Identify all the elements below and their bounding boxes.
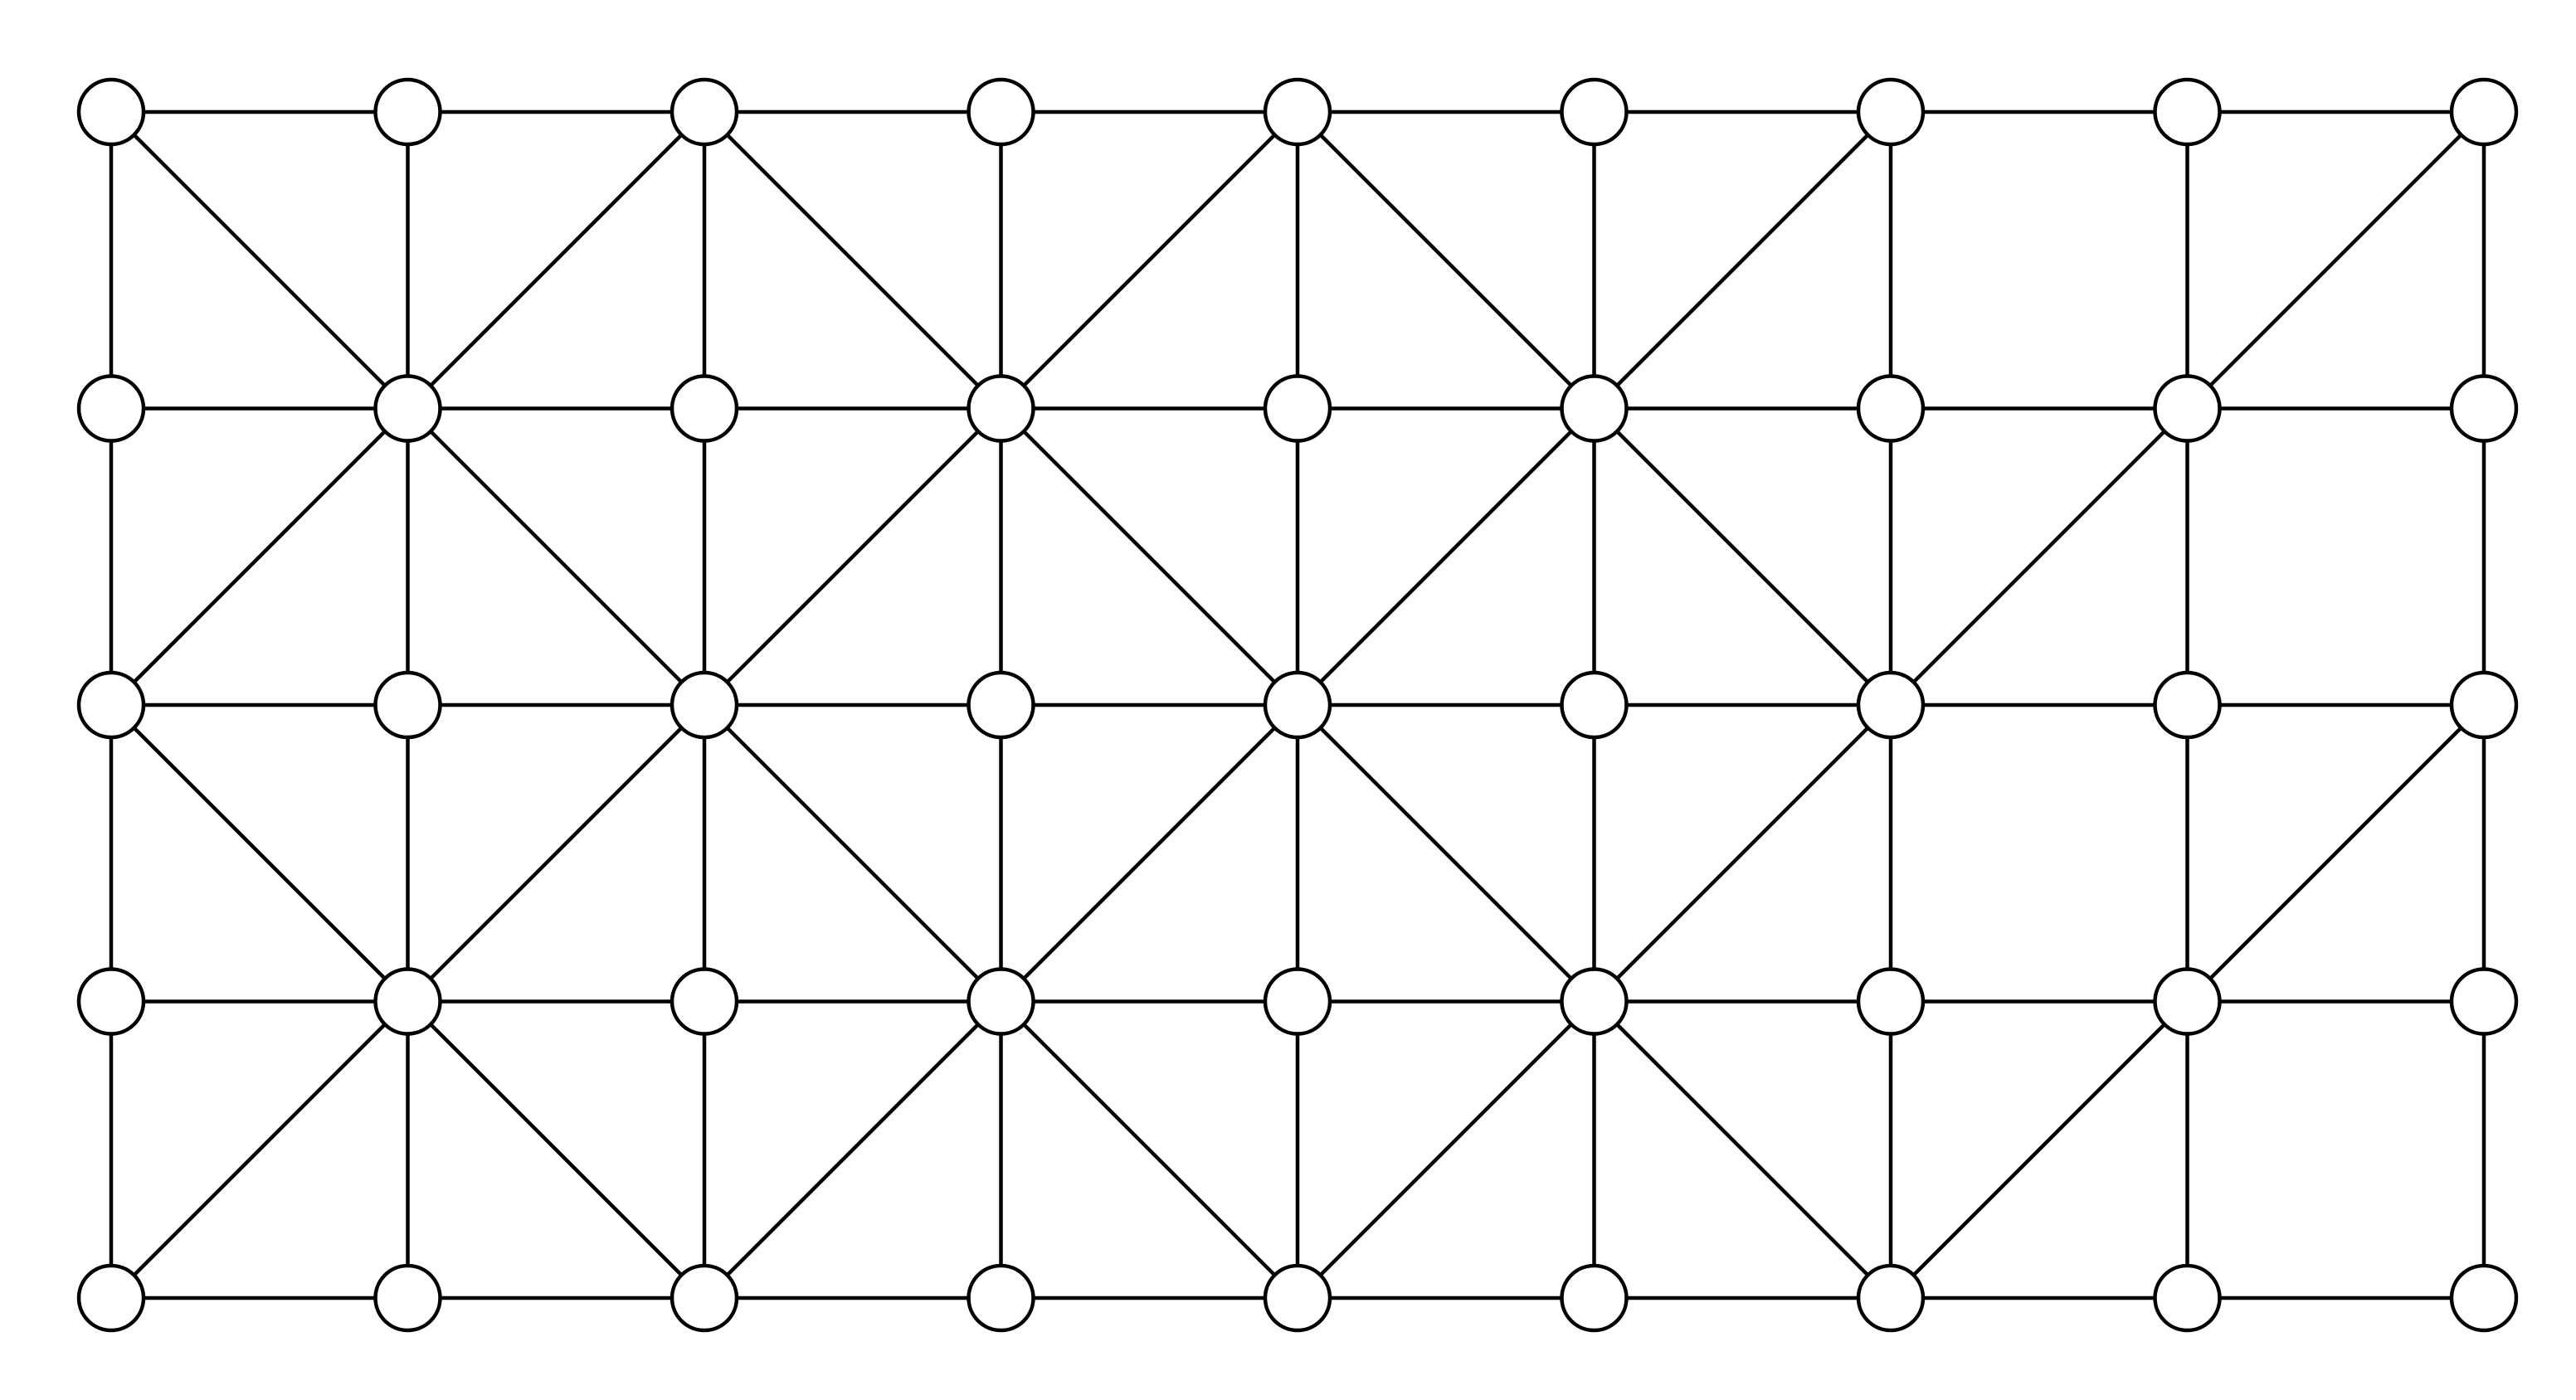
graph-node [1858,1266,1923,1330]
graph-node [79,377,144,441]
graph-node [1265,673,1330,737]
graph-node [969,970,1034,1034]
graph-node [1265,1266,1330,1330]
edge-diagonal [1001,705,1298,1002]
edge-diagonal [1298,1002,1595,1299]
graph-node [969,80,1034,144]
graph-node [1858,970,1923,1034]
graph-node [376,80,441,144]
graph-node [969,377,1034,441]
graph-node [2155,1266,2220,1330]
graph-node [376,377,441,441]
graph-node [376,970,441,1034]
graph-node [1562,673,1627,737]
graph-node [672,80,737,144]
graph-node [2452,673,2516,737]
edge-diagonal [111,409,408,706]
graph-node [376,673,441,737]
graph-node [1265,80,1330,144]
graph-node [2452,80,2516,144]
graph-node [2452,1266,2516,1330]
edge-diagonal [111,112,408,409]
edge-diagonal [1001,409,1298,706]
edge-diagonal [1595,1002,1892,1299]
edge-diagonal [408,705,705,1002]
edge-diagonal [111,705,408,1002]
graph-node [1858,377,1923,441]
edge-diagonal [1595,409,1892,706]
graph-node [79,673,144,737]
graph-node [2155,377,2220,441]
edge-diagonal [1001,112,1298,409]
edge-diagonal [704,409,1001,706]
edge-diagonal [111,1002,408,1299]
edge-diagonal [2188,705,2485,1002]
graph-node [1562,80,1627,144]
graph-node [2452,377,2516,441]
graph-node [1858,673,1923,737]
graph-node [376,1266,441,1330]
edge-diagonal [1298,705,1595,1002]
edge-diagonal [1891,1002,2188,1299]
graph-node [79,970,144,1034]
graph-node [2155,673,2220,737]
edge-diagonal [704,705,1001,1002]
edge-diagonal [1891,409,2188,706]
edge-diagonal [1595,112,1892,409]
edge-diagonal [1298,112,1595,409]
graph-node [1858,80,1923,144]
graph-node [1562,377,1627,441]
edge-diagonal [2188,112,2485,409]
graph-node [2155,970,2220,1034]
graph-node [672,673,737,737]
graph-node [969,673,1034,737]
edge-diagonal [704,112,1001,409]
edge-diagonal [1298,409,1595,706]
graph-node [79,1266,144,1330]
graph-node [969,1266,1034,1330]
graph-node [79,80,144,144]
graph-node [2155,80,2220,144]
graph-node [1265,970,1330,1034]
graph-node [1265,377,1330,441]
graph-node [1562,1266,1627,1330]
edge-diagonal [408,409,705,706]
graph-node [2452,970,2516,1034]
graph-node [672,970,737,1034]
graph-node [672,377,737,441]
edge-diagonal [408,1002,705,1299]
edge-diagonal [408,112,705,409]
graph-node [1562,970,1627,1034]
edge-diagonal [704,1002,1001,1299]
edge-diagonal [1001,1002,1298,1299]
edge-diagonal [1595,705,1892,1002]
graph-node [672,1266,737,1330]
